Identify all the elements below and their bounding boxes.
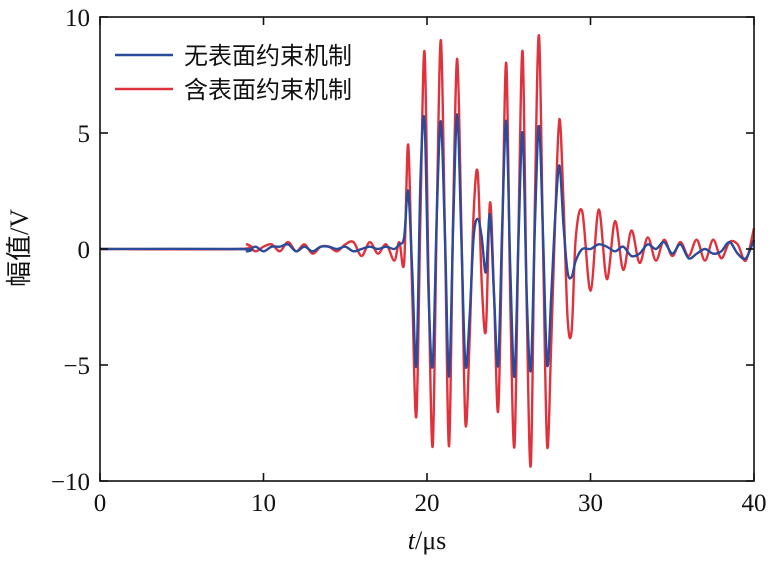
x-tick-label: 0: [94, 490, 107, 517]
legend-label-1: 无表面约束机制: [184, 42, 352, 70]
x-tick-label: 10: [251, 490, 276, 517]
x-tick-label: 40: [742, 490, 767, 517]
legend-label-2: 含表面约束机制: [184, 76, 352, 104]
y-tick-label: 5: [78, 121, 91, 148]
y-axis-title: 幅值/V: [5, 209, 34, 287]
x-axis-title-unit: /μs: [415, 526, 446, 555]
x-axis-title-italic: t: [408, 526, 416, 555]
plot-lines: [99, 34, 756, 468]
y-tick-label: −5: [63, 353, 90, 380]
y-tick-label: −10: [51, 469, 90, 496]
axis-ticks: [99, 16, 755, 482]
axis-tick-labels: 0 10 20 30 40 10 5 0 −5 −10: [51, 5, 767, 517]
x-tick-label: 30: [578, 490, 603, 517]
y-tick-label: 10: [65, 5, 90, 32]
x-axis-title: t/μs: [408, 526, 447, 555]
series-line-1: [99, 113, 756, 378]
y-tick-label: 0: [78, 237, 91, 264]
series-line-2: [99, 34, 756, 468]
x-tick-label: 20: [415, 490, 440, 517]
